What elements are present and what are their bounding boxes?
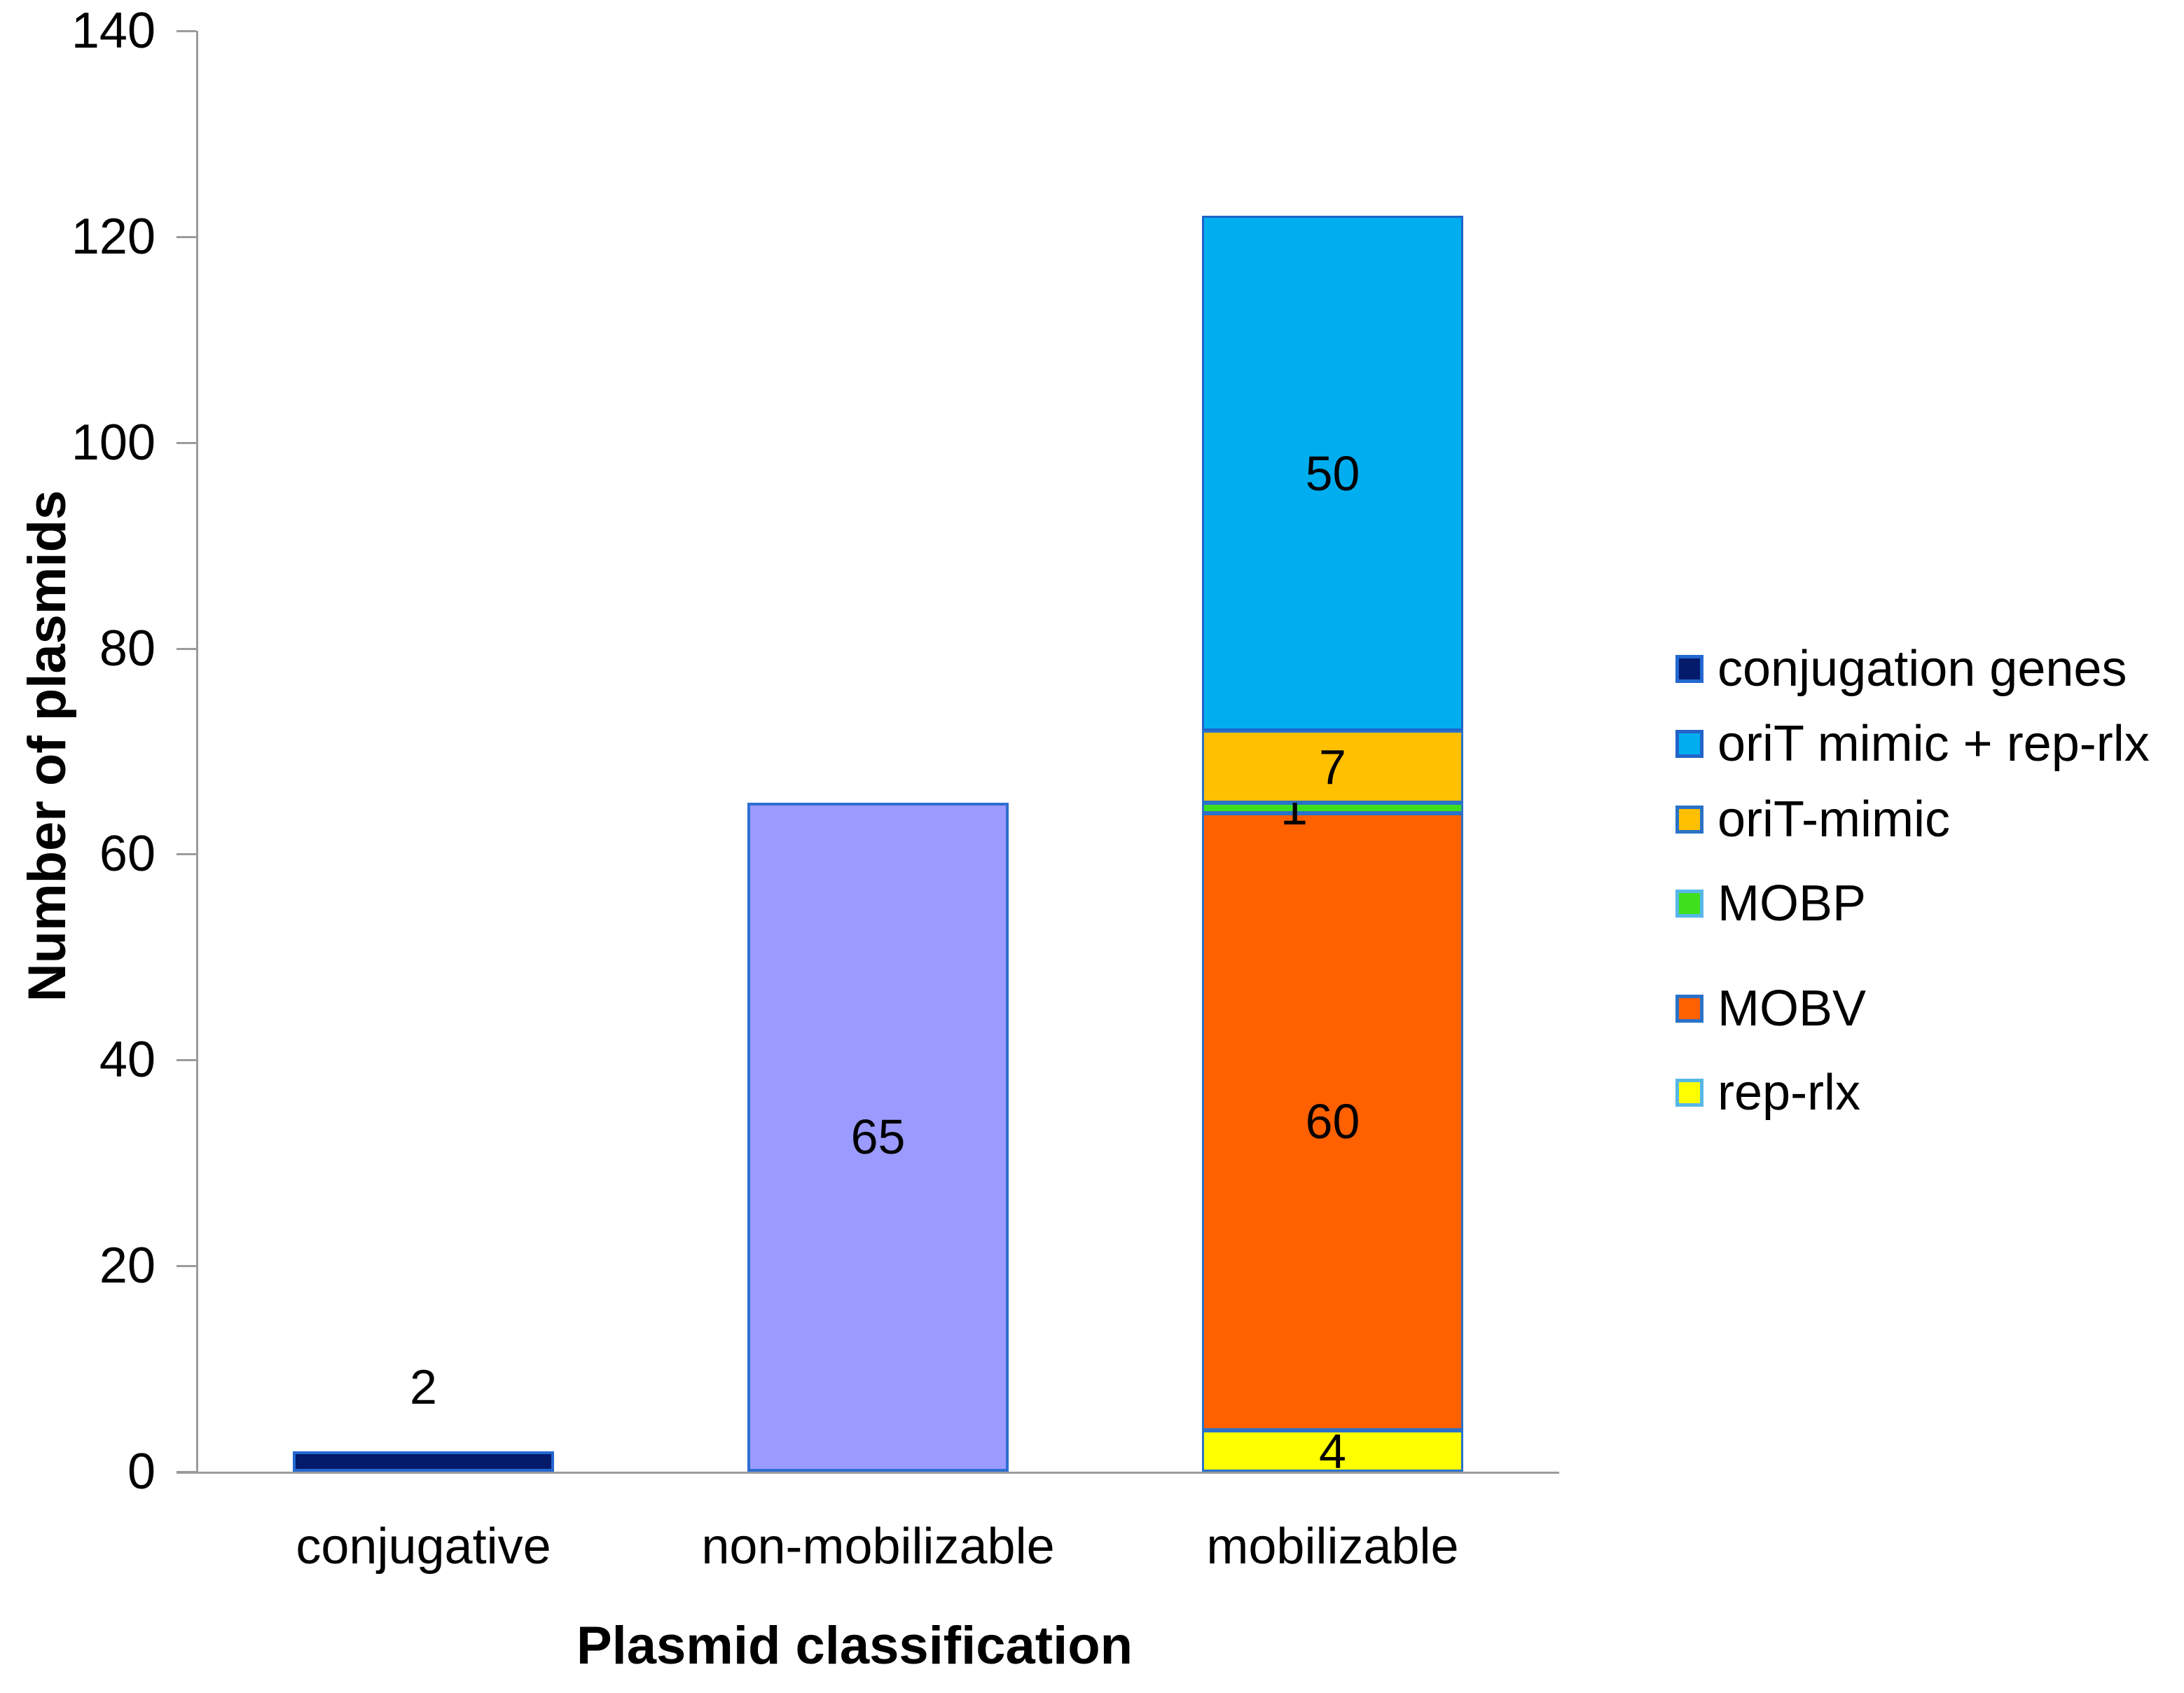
y-tick [177, 853, 196, 856]
legend-label: oriT mimic + rep-rlx [1718, 716, 2150, 772]
value-label-MOBV: 60 [1305, 1094, 1360, 1149]
y-tick-label: 60 [99, 826, 155, 883]
y-tick [177, 235, 196, 238]
y-tick-label: 100 [71, 414, 155, 471]
bar-segment-oriT-mimic [1202, 731, 1463, 803]
y-tick-label: 140 [71, 3, 155, 59]
y-tick [177, 441, 196, 444]
value-label-oriT-mimic: 7 [1319, 739, 1346, 794]
legend-swatch [1675, 1079, 1703, 1107]
legend-swatch [1675, 655, 1703, 683]
y-tick [177, 1059, 196, 1062]
legend-label: rep-rlx [1718, 1065, 1861, 1121]
category-label-conjugative: conjugative [296, 1519, 551, 1575]
y-tick [177, 647, 196, 650]
x-axis-line [177, 1472, 1559, 1474]
y-tick-label: 80 [99, 620, 155, 677]
y-tick-label: 120 [71, 208, 155, 265]
category-label-non-mobilizable: non-mobilizable [701, 1519, 1055, 1575]
legend-swatch [1675, 730, 1703, 758]
y-tick-label: 0 [127, 1444, 155, 1500]
y-tick [177, 30, 196, 32]
y-tick-label: 20 [99, 1238, 155, 1294]
x-axis-title: Plasmid classification [576, 1616, 1133, 1675]
y-axis-line [196, 31, 198, 1474]
legend-swatch [1675, 806, 1703, 834]
y-tick-label: 40 [99, 1032, 155, 1089]
bar-segment-non-mobilizable [747, 802, 1009, 1472]
legend-label: MOBP [1718, 876, 1867, 932]
y-tick [177, 1471, 196, 1473]
value-label-non-mobilizable: 65 [850, 1110, 906, 1165]
y-tick [177, 1265, 196, 1268]
value-label-conjugation genes: 2 [410, 1359, 437, 1414]
legend-swatch [1675, 995, 1703, 1023]
value-label-oriT mimic + rep-rlx: 50 [1305, 445, 1360, 501]
legend-label: MOBV [1718, 981, 1867, 1037]
bar-segment-MOBP [1202, 802, 1463, 813]
legend-label: oriT-mimic [1718, 792, 1950, 848]
bar-segment-MOBV [1202, 813, 1463, 1431]
y-axis-title: Number of plasmids [18, 490, 77, 1002]
legend-swatch [1675, 890, 1703, 918]
bar-segment-conjugation genes [293, 1451, 554, 1472]
bar-segment-oriT mimic + rep-rlx [1202, 216, 1463, 731]
value-label-rep-rlx: 4 [1319, 1423, 1346, 1479]
legend-label: conjugation genes [1718, 641, 2127, 697]
category-label-mobilizable: mobilizable [1206, 1519, 1459, 1575]
bar-segment-rep-rlx [1202, 1430, 1463, 1472]
